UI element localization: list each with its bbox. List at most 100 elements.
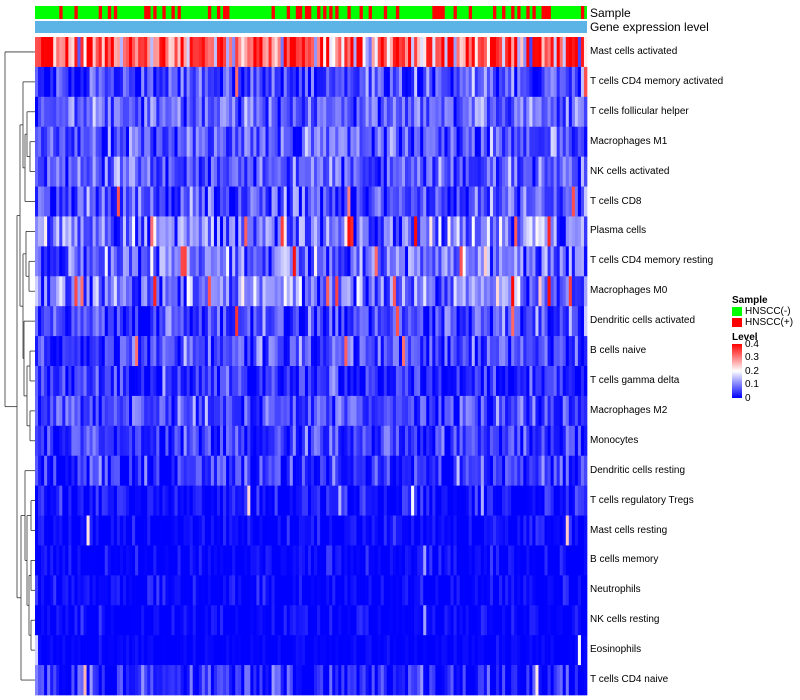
heatmap-cell xyxy=(468,366,473,397)
heatmap-cell xyxy=(326,336,330,367)
heatmap-cell xyxy=(374,366,379,397)
heatmap-cell xyxy=(295,156,300,187)
heatmap-cell xyxy=(508,216,512,247)
heatmap-cell xyxy=(256,366,260,397)
heatmap-cell xyxy=(101,246,106,277)
heatmap-cell xyxy=(295,306,300,337)
heatmap-cell xyxy=(432,66,436,98)
heatmap-cell xyxy=(280,366,285,397)
heatmap-cell xyxy=(477,96,482,128)
heatmap-cell xyxy=(353,545,357,576)
heatmap-cell xyxy=(395,485,400,516)
heatmap-cell xyxy=(125,575,130,606)
heatmap-cell xyxy=(177,66,181,98)
heatmap-cell xyxy=(147,186,151,217)
heatmap-cell xyxy=(174,186,178,217)
heatmap-cell xyxy=(274,366,278,397)
heatmap-cell xyxy=(453,635,457,666)
heatmap-cell xyxy=(499,246,503,277)
heatmap-cell xyxy=(86,425,90,457)
heatmap-cell xyxy=(107,605,112,636)
heatmap-cell xyxy=(189,336,194,367)
heatmap-cell xyxy=(392,186,397,217)
heatmap-cell xyxy=(523,186,527,217)
heatmap-cell xyxy=(301,216,306,247)
heatmap-cell xyxy=(502,635,506,666)
heatmap-cell xyxy=(283,37,288,68)
heatmap-cell xyxy=(165,336,169,367)
heatmap-cell xyxy=(41,66,45,98)
heatmap-cell xyxy=(462,455,467,486)
heatmap-cell xyxy=(241,455,245,486)
heatmap-cell xyxy=(547,66,551,98)
heatmap-cell xyxy=(35,336,39,367)
heatmap-cell xyxy=(332,37,336,68)
heatmap-cell xyxy=(414,605,418,636)
heatmap-cell xyxy=(344,485,348,516)
heatmap-cell xyxy=(213,96,218,128)
heatmap-cell xyxy=(238,575,242,606)
heatmap-cell xyxy=(511,605,515,636)
heatmap-cell xyxy=(444,605,448,636)
heatmap-cell xyxy=(122,575,127,606)
heatmap-cell xyxy=(423,126,427,157)
heatmap-cell xyxy=(195,485,200,516)
heatmap-cell xyxy=(189,156,194,187)
heatmap-cell xyxy=(489,246,494,277)
heatmap-cell xyxy=(459,66,463,98)
heatmap-cell xyxy=(210,455,215,486)
heatmap-cell xyxy=(565,246,570,277)
heatmap-cell xyxy=(511,395,515,427)
heatmap-cell xyxy=(350,216,354,247)
heatmap-cell xyxy=(435,366,439,397)
heatmap-cell xyxy=(56,126,60,157)
heatmap-cell xyxy=(499,336,503,367)
heatmap-cell xyxy=(311,425,315,457)
heatmap-cell xyxy=(577,96,582,128)
heatmap-cell xyxy=(104,246,109,277)
heatmap-cell xyxy=(153,515,157,546)
heatmap-cell xyxy=(386,485,391,516)
heatmap-cell xyxy=(435,276,439,307)
sample-cell-positive xyxy=(435,6,439,19)
heatmap-cell xyxy=(138,395,142,427)
heatmap-cell xyxy=(92,635,97,666)
heatmap-cell xyxy=(514,455,518,486)
heatmap-cell xyxy=(401,37,406,68)
heatmap-cell xyxy=(492,515,497,546)
sample-cell-positive xyxy=(107,6,112,19)
heatmap-cell xyxy=(365,37,369,68)
heatmap-cell xyxy=(405,605,409,636)
heatmap-cell xyxy=(544,66,548,98)
heatmap-cell xyxy=(129,246,133,277)
heatmap-cell xyxy=(274,126,278,157)
heatmap-cell xyxy=(259,156,263,187)
heatmap-cell xyxy=(429,366,433,397)
heatmap-cell xyxy=(35,246,39,277)
heatmap-cell xyxy=(338,186,342,217)
heatmap-cell xyxy=(65,605,69,636)
heatmap-cell xyxy=(362,96,366,128)
heatmap-cell xyxy=(156,126,160,157)
heatmap-cell xyxy=(559,186,564,217)
heatmap-cell xyxy=(268,605,272,636)
heatmap-cell xyxy=(62,425,66,457)
heatmap-cell xyxy=(56,276,60,307)
heatmap-cell xyxy=(511,545,515,576)
heatmap-cell xyxy=(326,276,330,307)
heatmap-cell xyxy=(286,545,291,576)
heatmap-cell xyxy=(280,605,285,636)
heatmap-cell xyxy=(189,455,194,486)
heatmap-cell xyxy=(556,336,561,367)
heatmap-cell xyxy=(150,186,154,217)
heatmap-cell xyxy=(401,515,406,546)
heatmap-cell xyxy=(320,515,324,546)
heatmap-cell xyxy=(223,455,227,486)
heatmap-cell xyxy=(210,156,215,187)
heatmap-cell xyxy=(359,515,363,546)
heatmap-cell xyxy=(162,605,166,636)
heatmap-cell xyxy=(489,126,494,157)
heatmap-cell xyxy=(268,216,272,247)
heatmap-cell xyxy=(444,186,448,217)
heatmap-cell xyxy=(401,366,406,397)
